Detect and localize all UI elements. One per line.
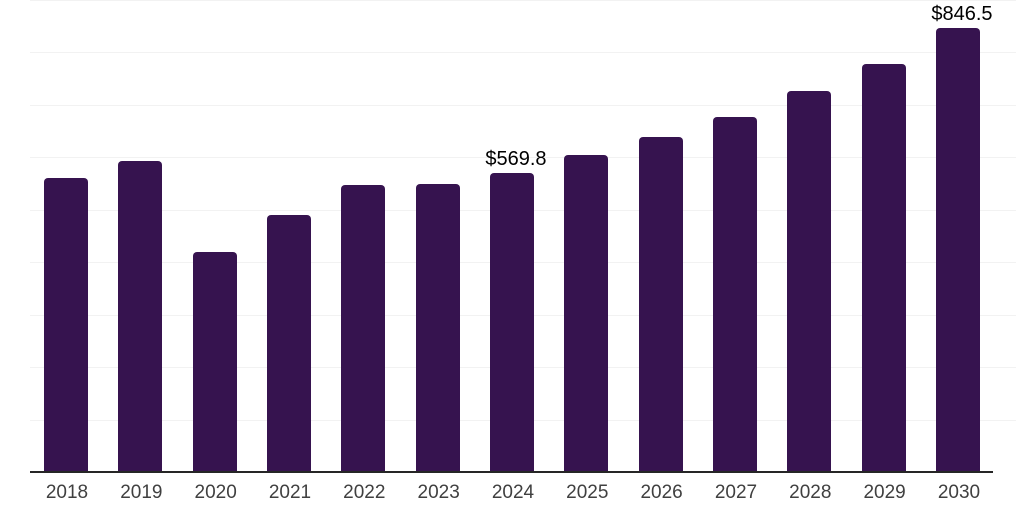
gridline: [30, 105, 1016, 106]
x-tick-2022: 2022: [343, 482, 386, 503]
x-tick-2019: 2019: [120, 482, 163, 503]
value-label-2030: $846.5: [931, 3, 993, 25]
x-tick-2026: 2026: [640, 482, 683, 503]
x-tick-2020: 2020: [194, 482, 237, 503]
x-tick-2028: 2028: [789, 482, 832, 503]
x-tick-2018: 2018: [45, 482, 89, 503]
x-tick-2030: 2030: [937, 482, 981, 503]
x-axis-line: [30, 471, 993, 473]
bar-2027: [713, 117, 757, 472]
bar-2025: [564, 155, 608, 472]
bar-2022: [341, 185, 385, 472]
bar-2021: [267, 215, 311, 472]
gridline: [30, 52, 1016, 53]
bar-2026: [639, 137, 683, 472]
gridline: [30, 157, 1016, 158]
x-tick-2027: 2027: [714, 482, 758, 503]
bar-2030: [936, 28, 980, 472]
bar-2029: [862, 64, 906, 472]
x-tick-2023: 2023: [417, 482, 460, 503]
x-tick-2021: 2021: [268, 482, 312, 503]
bar-2024: [490, 173, 534, 472]
x-tick-2025: 2025: [566, 482, 609, 503]
bar-2019: [118, 161, 162, 472]
bar-2020: [193, 252, 237, 472]
gridline: [30, 0, 1016, 1]
x-tick-2029: 2029: [863, 482, 906, 503]
bar-2018: [44, 178, 88, 472]
bar-2023: [416, 184, 460, 472]
x-tick-2024: 2024: [491, 482, 535, 503]
bar-2028: [787, 91, 831, 472]
value-label-2024: $569.8: [485, 148, 547, 170]
